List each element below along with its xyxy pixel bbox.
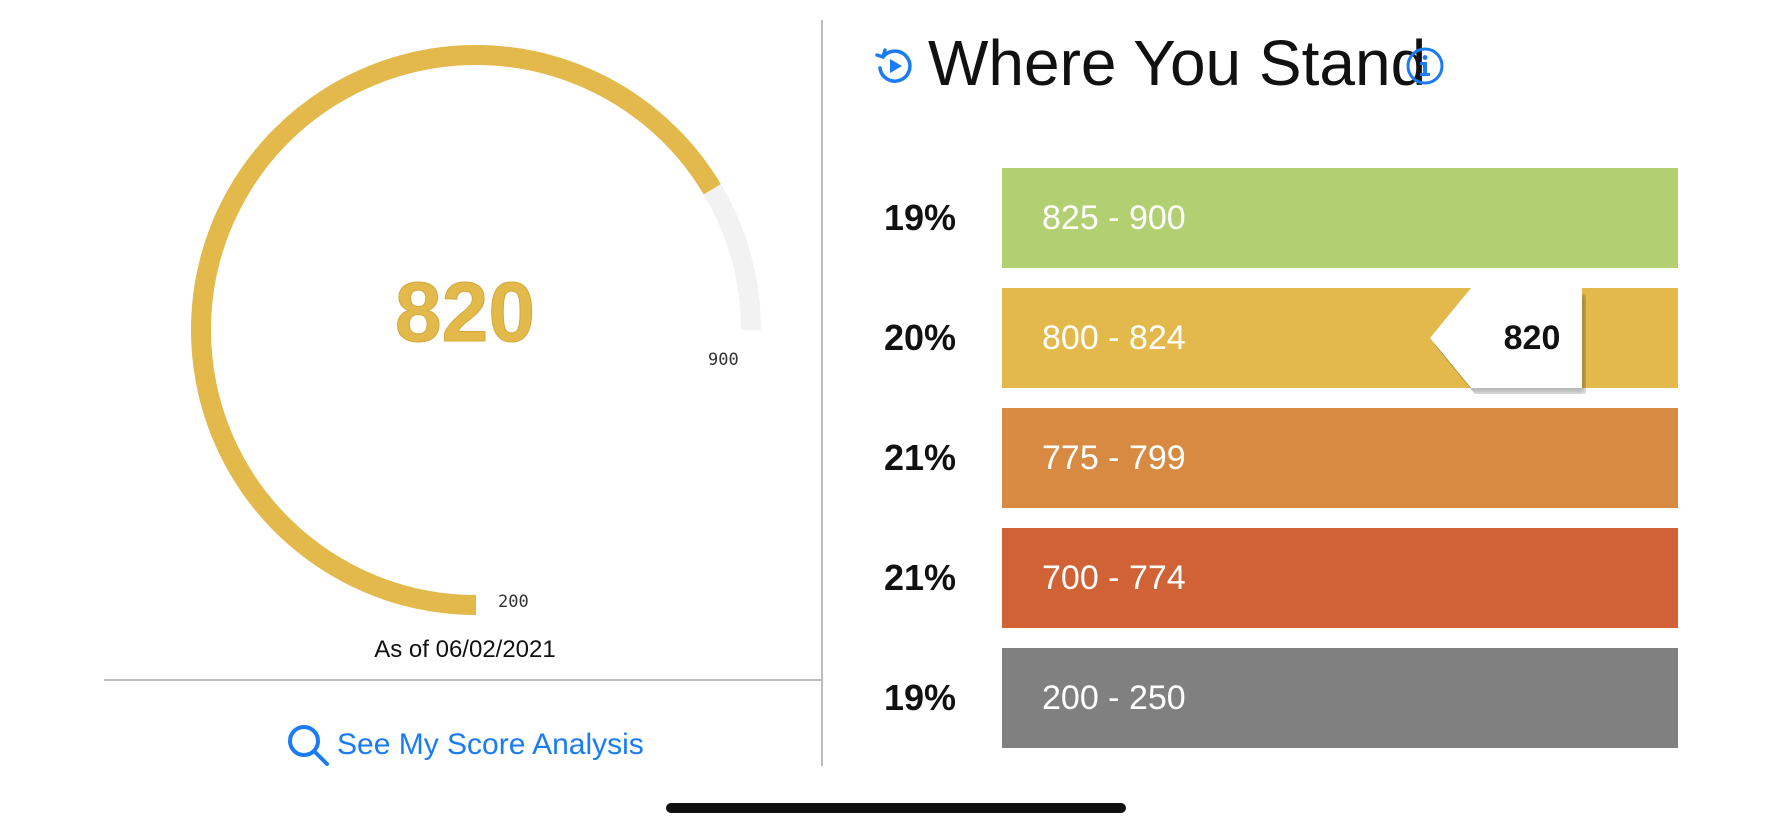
- score-range-row: 21% 775 - 799: [0, 408, 1792, 508]
- range-percent: 19%: [883, 197, 957, 238]
- vertical-divider: [821, 20, 823, 766]
- score-date: As of 06/02/2021: [374, 636, 556, 663]
- home-indicator[interactable]: [666, 803, 1126, 813]
- range-label: 800 - 824: [1042, 319, 1186, 357]
- range-percent: 21%: [883, 557, 957, 598]
- range-bar: 800 - 824 820: [1002, 288, 1678, 394]
- range-bar: 700 - 774: [1002, 528, 1678, 628]
- page-title: Where You Stand: [928, 27, 1427, 99]
- credit-score-value: 820: [394, 265, 536, 359]
- score-range-row: 19% 825 - 900: [0, 168, 1792, 268]
- replay-icon[interactable]: [873, 45, 915, 87]
- search-icon: [288, 725, 329, 766]
- range-bar: 825 - 900: [1002, 168, 1678, 268]
- info-icon[interactable]: [1404, 45, 1446, 87]
- score-marker-value: 820: [1503, 319, 1561, 357]
- range-percent: 20%: [883, 317, 957, 358]
- score-range-row: 19% 200 - 250: [0, 648, 1792, 748]
- gauge-min-label: 200: [498, 592, 529, 612]
- range-bar: 200 - 250: [1002, 648, 1678, 748]
- gauge-fill: [191, 45, 721, 615]
- range-percent: 21%: [883, 437, 957, 478]
- range-label: 700 - 774: [1042, 559, 1186, 597]
- range-label: 200 - 250: [1042, 679, 1186, 717]
- score-range-row: 20% 800 - 824 820: [0, 288, 1792, 394]
- range-label: 775 - 799: [1042, 439, 1186, 477]
- see-score-analysis-label: See My Score Analysis: [337, 728, 644, 761]
- range-bar: 775 - 799: [1002, 408, 1678, 508]
- gauge-max-label: 900: [708, 350, 739, 370]
- score-range-row: 21% 700 - 774: [0, 528, 1792, 628]
- range-percent: 19%: [883, 677, 957, 718]
- horizontal-divider: [104, 679, 823, 681]
- score-gauge: [191, 45, 761, 615]
- range-label: 825 - 900: [1042, 199, 1186, 237]
- see-score-analysis-link[interactable]: See My Score Analysis: [285, 720, 644, 770]
